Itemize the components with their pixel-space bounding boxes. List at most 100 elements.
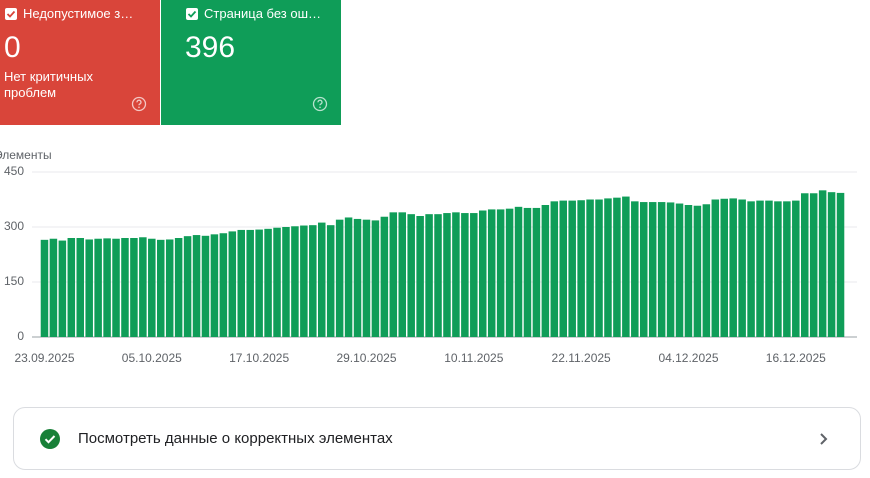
chart: Элементы 0 150 300 450 23.09.2025 05.10.2025 1…	[0, 148, 857, 365]
bar	[67, 238, 76, 337]
bar	[201, 235, 210, 337]
bar	[130, 238, 138, 337]
bar	[800, 193, 809, 337]
bar	[425, 214, 433, 337]
bar	[684, 205, 693, 337]
view-valid-button[interactable]: Посмотреть данные о корректных элементах	[13, 407, 861, 470]
help-icon[interactable]	[312, 96, 328, 112]
button-label: Посмотреть данные о корректных элементах	[78, 430, 393, 447]
y-tick-label: 450	[4, 164, 24, 178]
valid-card[interactable]: Страница без ош… 396	[161, 0, 341, 125]
y-tick-label: 300	[4, 219, 24, 233]
bar	[693, 205, 702, 337]
bar	[94, 238, 102, 337]
bar	[577, 200, 585, 337]
bar	[774, 201, 782, 337]
chevron	[820, 432, 828, 445]
check-icon	[40, 428, 60, 449]
bar	[675, 203, 684, 337]
bar	[756, 200, 764, 337]
x-tick-label: 29.10.2025	[336, 351, 396, 365]
bar	[666, 202, 675, 337]
bar	[121, 238, 129, 337]
bar	[246, 229, 254, 337]
bar	[505, 208, 514, 337]
bar	[380, 216, 389, 337]
bar	[148, 238, 156, 337]
bar	[720, 198, 729, 337]
bar	[219, 233, 228, 337]
y-tick-label: 0	[17, 329, 24, 343]
bar	[156, 239, 165, 337]
card-label: Страница без ош…	[204, 6, 322, 21]
bar	[443, 213, 451, 337]
bar	[783, 201, 791, 337]
card-label: Недопустимое з…	[23, 6, 134, 21]
bar	[586, 199, 594, 337]
bar	[416, 216, 424, 337]
bar	[255, 229, 263, 337]
bar	[747, 201, 755, 337]
x-tick-label: 17.10.2025	[229, 351, 289, 365]
bar	[371, 220, 380, 337]
bar	[174, 238, 183, 337]
bar	[309, 225, 317, 337]
bar	[827, 192, 836, 337]
bar	[76, 238, 85, 337]
bar	[344, 217, 353, 337]
bar	[559, 200, 568, 337]
x-tick-label: 23.09.2025	[14, 351, 74, 365]
bar	[622, 196, 630, 337]
bar	[228, 231, 237, 337]
bar	[273, 227, 281, 337]
bar	[550, 201, 559, 337]
bar	[711, 199, 720, 337]
bar	[85, 239, 93, 337]
bar	[613, 197, 621, 337]
bar	[541, 205, 550, 337]
bar	[291, 226, 299, 337]
bar	[434, 214, 442, 337]
bar	[264, 228, 272, 337]
bar	[237, 229, 246, 337]
bar	[407, 214, 415, 337]
bar	[317, 222, 326, 337]
bar	[103, 238, 111, 337]
bar	[165, 239, 174, 337]
bar	[183, 236, 192, 337]
checkbox[interactable]	[185, 7, 199, 21]
bar	[398, 212, 407, 337]
help-icon[interactable]	[131, 96, 147, 112]
bar	[809, 193, 818, 337]
bar	[326, 225, 335, 337]
bar	[362, 219, 371, 337]
checkbox[interactable]	[4, 7, 18, 21]
y-tick-label: 150	[4, 274, 24, 288]
bar	[765, 200, 773, 337]
x-tick-label: 10.11.2025	[444, 351, 503, 365]
card-description: Нет критичных проблем	[4, 69, 93, 100]
bar	[523, 207, 532, 337]
bar	[729, 198, 737, 337]
bar	[389, 212, 398, 337]
bar	[49, 238, 58, 337]
bar	[595, 199, 603, 337]
bar	[300, 225, 308, 337]
bar	[139, 237, 147, 337]
x-tick-label: 05.10.2025	[122, 351, 182, 365]
bar	[452, 212, 460, 337]
bar	[470, 213, 478, 337]
error-card[interactable]: Недопустимое з… 0 Нет критичных проблем	[0, 0, 160, 125]
bar	[568, 200, 576, 337]
bar	[496, 209, 505, 337]
bar	[461, 213, 469, 337]
bar	[58, 240, 67, 337]
bar	[532, 207, 541, 337]
y-axis-label: Элементы	[0, 148, 52, 162]
bar	[639, 202, 648, 337]
bar	[631, 201, 639, 337]
bar	[604, 198, 612, 337]
bar	[818, 190, 827, 337]
bar	[657, 202, 666, 337]
